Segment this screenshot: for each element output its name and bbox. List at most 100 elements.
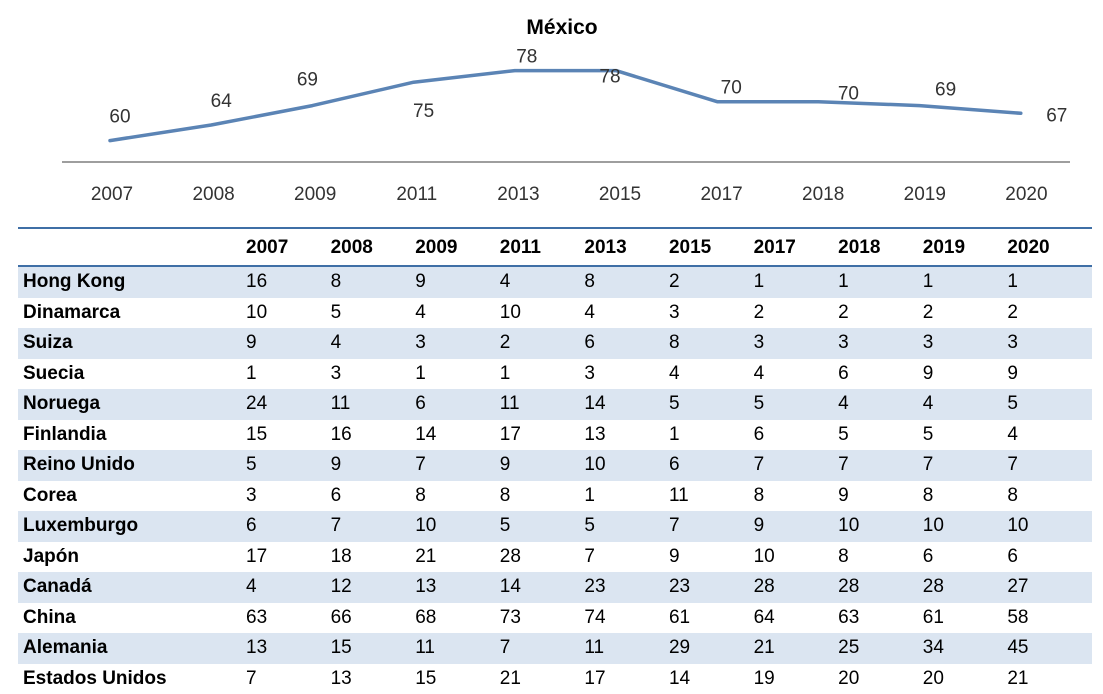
- table-cell: 6: [584, 328, 669, 359]
- table-cell: 7: [584, 542, 669, 573]
- table-cell: 9: [838, 481, 923, 512]
- table-cell: 7: [246, 664, 331, 694]
- table-cell: 4: [500, 266, 585, 298]
- data-label: 69: [935, 80, 956, 101]
- table-cell: 3: [669, 298, 754, 329]
- table-cell: 27: [1007, 572, 1092, 603]
- data-point: [513, 69, 517, 73]
- x-tick-label: 2017: [700, 184, 742, 205]
- table-cell: 11: [500, 389, 585, 420]
- table-cell: 8: [754, 481, 839, 512]
- table-cell: 64: [754, 603, 839, 634]
- table-cell: 2: [923, 298, 1008, 329]
- table-cell: 28: [923, 572, 1008, 603]
- row-country-label: Corea: [18, 481, 246, 512]
- table-cell: 11: [415, 633, 500, 664]
- table-cell: 8: [415, 481, 500, 512]
- data-point: [310, 104, 314, 108]
- table-cell: 5: [669, 389, 754, 420]
- table-cell: 6: [246, 511, 331, 542]
- table-cell: 3: [584, 359, 669, 390]
- table-cell: 1: [415, 359, 500, 390]
- table-cell: 11: [584, 633, 669, 664]
- table-cell: 9: [923, 359, 1008, 390]
- table-cell: 8: [923, 481, 1008, 512]
- table-cell: 4: [838, 389, 923, 420]
- table-cell: 7: [500, 633, 585, 664]
- data-label: 64: [211, 91, 233, 112]
- table-cell: 1: [584, 481, 669, 512]
- table-cell: 21: [754, 633, 839, 664]
- table-cell: 7: [838, 450, 923, 481]
- data-point: [816, 100, 820, 104]
- table-cell: 21: [415, 542, 500, 573]
- row-country-label: Dinamarca: [18, 298, 246, 329]
- column-header-year: 2007: [246, 228, 331, 266]
- table-cell: 6: [331, 481, 416, 512]
- x-tick-label: 2019: [904, 184, 946, 205]
- table-cell: 10: [246, 298, 331, 329]
- data-point: [209, 123, 213, 127]
- table-cell: 73: [500, 603, 585, 634]
- table-cell: 2: [500, 328, 585, 359]
- column-header-year: 2013: [584, 228, 669, 266]
- table-cell: 13: [246, 633, 331, 664]
- row-country-label: Japón: [18, 542, 246, 573]
- column-header-year: 2017: [754, 228, 839, 266]
- table-cell: 66: [331, 603, 416, 634]
- table-cell: 28: [754, 572, 839, 603]
- table-cell: 6: [754, 420, 839, 451]
- table-cell: 3: [331, 359, 416, 390]
- x-tick-label: 2008: [192, 184, 234, 205]
- table-cell: 21: [500, 664, 585, 694]
- table-cell: 3: [923, 328, 1008, 359]
- table-cell: 14: [584, 389, 669, 420]
- table-cell: 5: [754, 389, 839, 420]
- table-cell: 9: [246, 328, 331, 359]
- table-cell: 68: [415, 603, 500, 634]
- table-cell: 29: [669, 633, 754, 664]
- row-country-label: Noruega: [18, 389, 246, 420]
- table-cell: 24: [246, 389, 331, 420]
- table-cell: 10: [923, 511, 1008, 542]
- table-cell: 1: [500, 359, 585, 390]
- table-cell: 34: [923, 633, 1008, 664]
- table-cell: 10: [500, 298, 585, 329]
- series-line: [110, 71, 1021, 141]
- table-cell: 14: [669, 664, 754, 694]
- table-cell: 1: [1007, 266, 1092, 298]
- x-tick-label: 2013: [497, 184, 539, 205]
- data-label: 67: [1046, 105, 1067, 126]
- table-cell: 9: [669, 542, 754, 573]
- header-corner: [18, 228, 246, 266]
- table-cell: 10: [754, 542, 839, 573]
- x-tick-label: 2015: [599, 184, 641, 205]
- table-cell: 10: [838, 511, 923, 542]
- table-cell: 5: [331, 298, 416, 329]
- table-cell: 8: [331, 266, 416, 298]
- table-cell: 28: [500, 542, 585, 573]
- x-tick-label: 2018: [802, 184, 844, 205]
- table-cell: 1: [246, 359, 331, 390]
- table-cell: 7: [754, 450, 839, 481]
- table-cell: 5: [923, 420, 1008, 451]
- table-cell: 4: [754, 359, 839, 390]
- table-cell: 5: [500, 511, 585, 542]
- data-label: 75: [413, 101, 434, 122]
- row-country-label: China: [18, 603, 246, 634]
- table-cell: 4: [1007, 420, 1092, 451]
- table-cell: 3: [415, 328, 500, 359]
- table-cell: 20: [838, 664, 923, 694]
